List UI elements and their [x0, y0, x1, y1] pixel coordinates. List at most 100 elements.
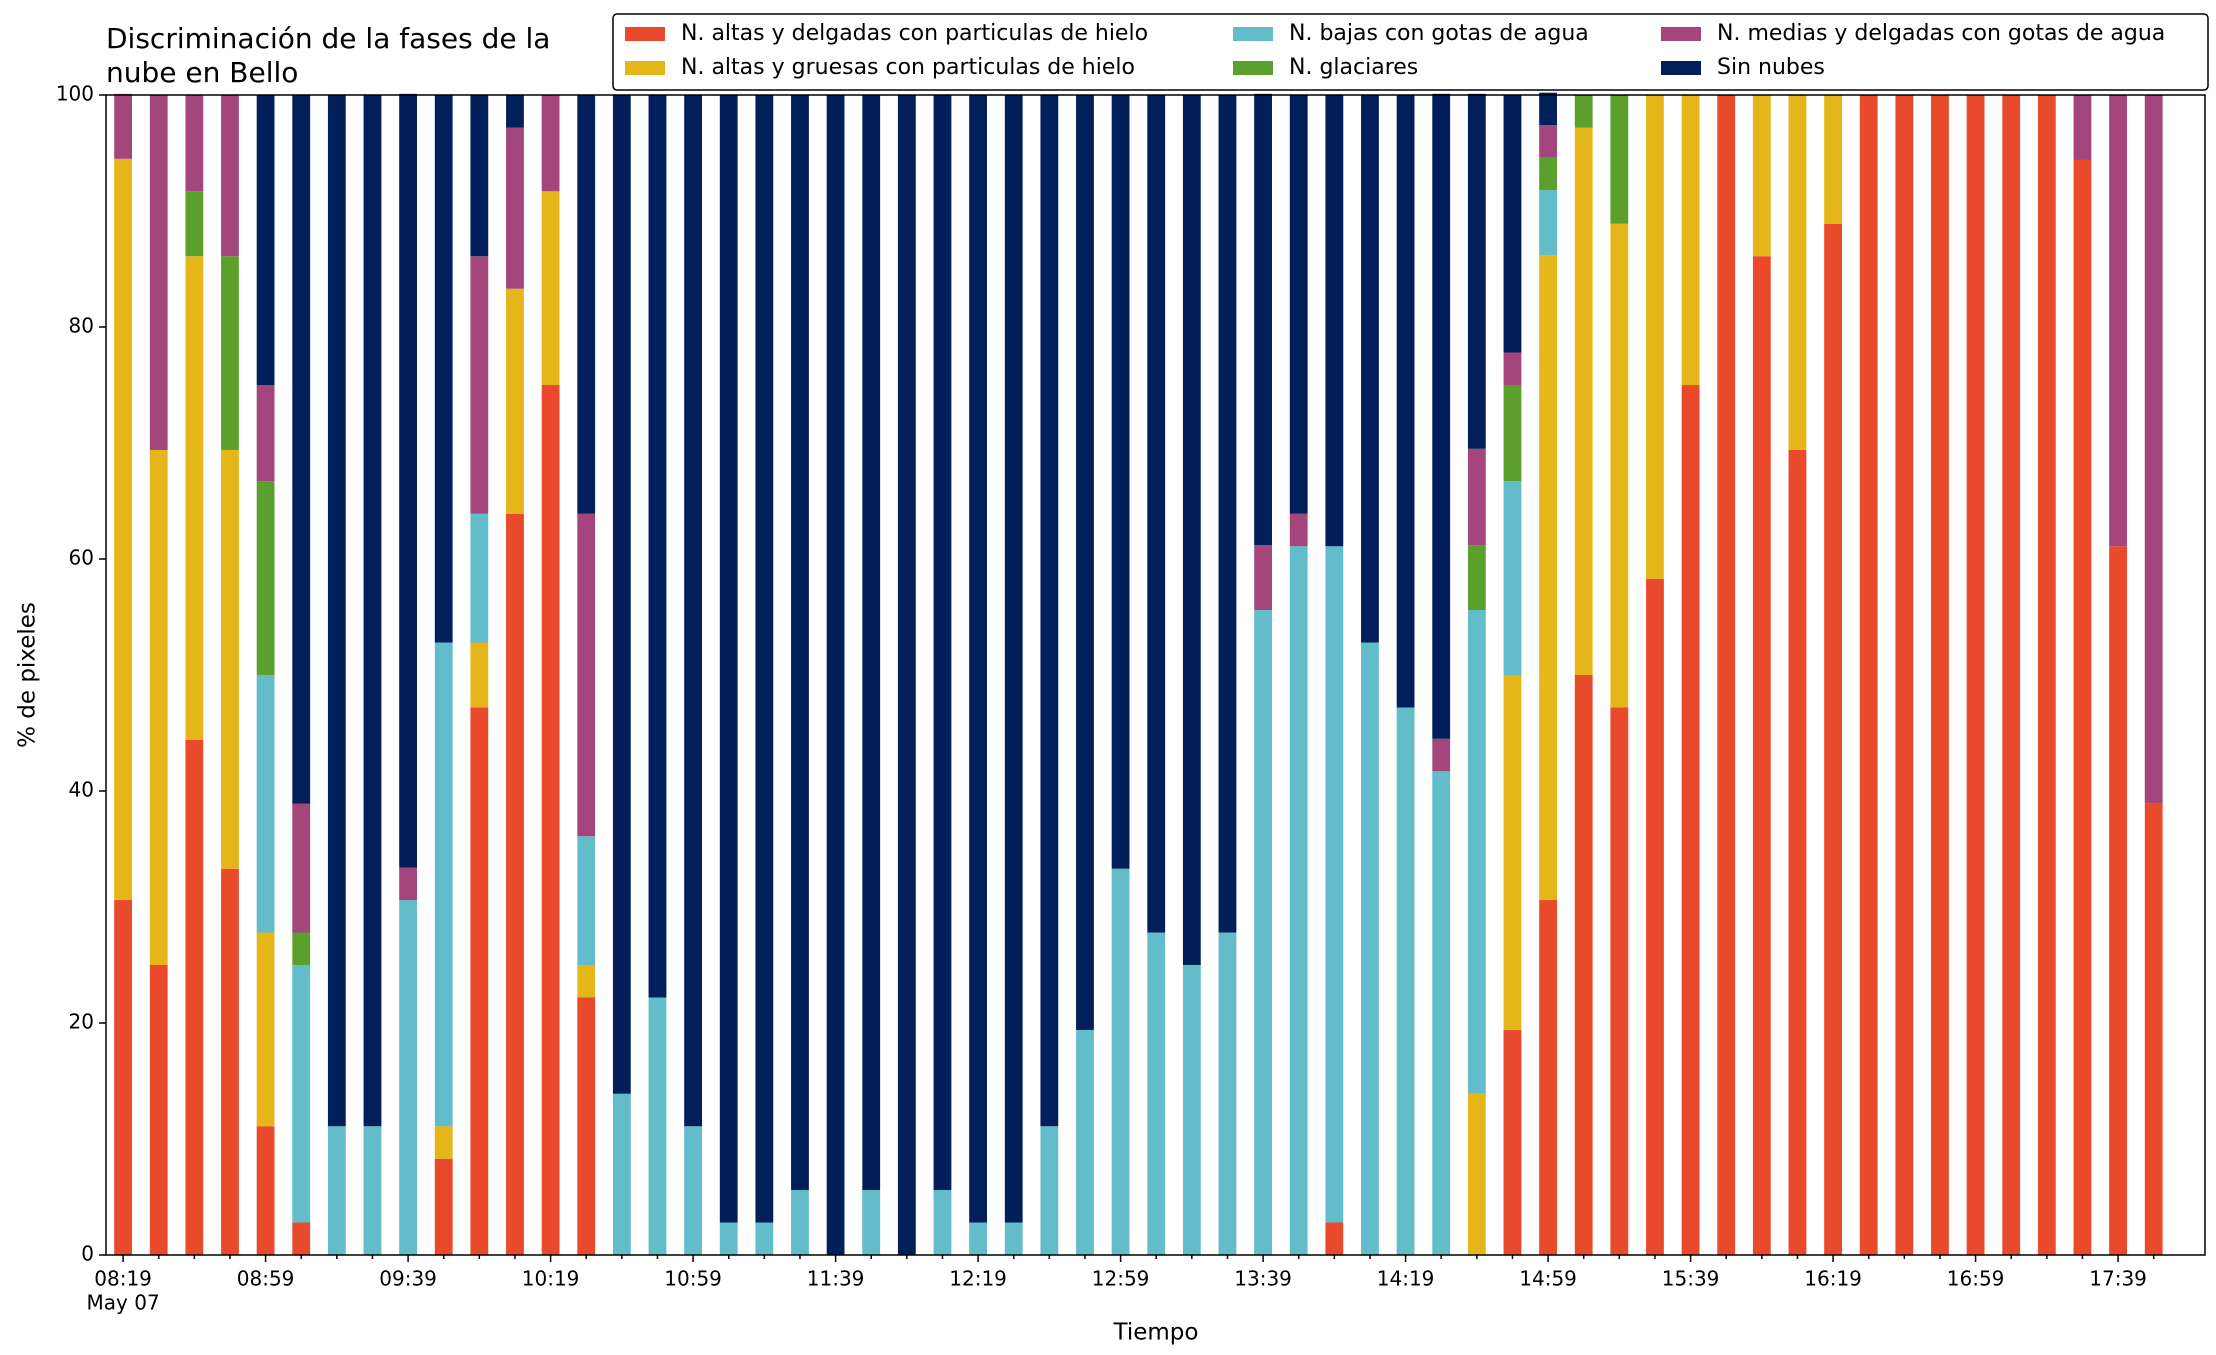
- chart-title: nube en Bello: [106, 56, 298, 89]
- bar-segment: [114, 93, 133, 159]
- bar-segment: [1325, 546, 1344, 1223]
- legend-text: N. bajas con gotas de agua: [1289, 21, 1589, 46]
- bar-segment: [470, 256, 489, 514]
- bar-segment: [933, 1190, 952, 1255]
- bar-segment: [1539, 190, 1557, 256]
- bar-segment: [256, 481, 275, 675]
- bar-segment: [2109, 95, 2127, 547]
- x-tick-label: 08:19: [94, 1267, 152, 1291]
- legend-swatch: [1233, 61, 1273, 75]
- bar-segment: [292, 965, 311, 1223]
- bar-segment: [256, 385, 275, 482]
- bar-segment: [1503, 1029, 1522, 1255]
- bar-segment: [1432, 738, 1451, 772]
- bar-segment: [470, 513, 489, 643]
- legend-swatch: [1661, 61, 1701, 75]
- bar-segment: [221, 449, 239, 869]
- bar-segment: [1539, 157, 1557, 191]
- bar-segment: [2073, 95, 2092, 160]
- x-tick-label: 11:39: [807, 1267, 865, 1291]
- bar-segment: [292, 803, 311, 933]
- bar-segment: [577, 997, 596, 1255]
- bar-segment: [1467, 448, 1486, 546]
- x-date-label: May 07: [87, 1291, 160, 1315]
- bar-segment: [221, 95, 239, 257]
- bar-segment: [292, 932, 311, 965]
- bar-segment: [2037, 95, 2056, 1255]
- bar-segment: [897, 95, 916, 1255]
- bar-segment: [648, 95, 667, 998]
- bar-segment: [256, 1126, 275, 1255]
- bar-segment: [791, 95, 809, 1191]
- bar-segment: [862, 95, 881, 1191]
- bar-segment: [363, 1126, 382, 1255]
- bar-segment: [327, 1126, 346, 1255]
- x-tick-label: 13:39: [1234, 1267, 1292, 1291]
- legend-text: N. glaciares: [1289, 55, 1418, 80]
- legend-swatch: [1233, 27, 1273, 41]
- bar-segment: [149, 95, 168, 450]
- bar-segment: [1289, 546, 1308, 1255]
- bar-segment: [541, 95, 560, 192]
- bar-segment: [1076, 95, 1094, 1030]
- bar-segment: [1325, 95, 1344, 547]
- bar-segment: [1396, 95, 1415, 708]
- bar-segment: [1289, 95, 1308, 514]
- bar-segment: [399, 93, 418, 868]
- bar-segment: [1503, 352, 1522, 385]
- bar-segment: [2073, 159, 2092, 1256]
- bar-segment: [1004, 95, 1023, 1223]
- bar-segment: [541, 385, 560, 1255]
- bar-segment: [1717, 95, 1736, 1255]
- legend-text: N. altas y gruesas con particulas de hie…: [681, 55, 1135, 80]
- bar-segment: [434, 1158, 453, 1255]
- bar-segment: [1040, 1126, 1059, 1255]
- bar-segment: [1610, 707, 1629, 1255]
- bar-segment: [1396, 707, 1415, 1255]
- bar-segment: [1218, 932, 1237, 1255]
- bar-segment: [1361, 642, 1379, 1255]
- bar-segment: [149, 965, 168, 1255]
- bar-segment: [1574, 95, 1593, 128]
- bar-segment: [1467, 545, 1486, 611]
- bar-segment: [1432, 771, 1451, 1255]
- bar-segment: [185, 191, 204, 257]
- y-tick-label: 100: [56, 82, 94, 106]
- bar-segment: [862, 1190, 881, 1255]
- legend-box: [612, 13, 2209, 91]
- x-tick-label: 12:19: [949, 1267, 1007, 1291]
- bar-segment: [399, 900, 418, 1255]
- bar-segment: [1432, 93, 1451, 739]
- bar-segment: [292, 95, 311, 804]
- bar-segment: [1574, 127, 1593, 676]
- x-tick-label: 12:59: [1092, 1267, 1150, 1291]
- bar-segment: [1610, 223, 1629, 708]
- bar-segment: [149, 449, 168, 966]
- bar-segment: [969, 95, 987, 1223]
- bar-segment: [1681, 95, 1700, 385]
- bar-segment: [1966, 95, 1985, 1255]
- bar-segment: [755, 95, 774, 1223]
- bar-segment: [1254, 545, 1272, 611]
- bar-segment: [1503, 385, 1522, 482]
- y-tick-label: 0: [81, 1242, 94, 1266]
- bar-segment: [292, 1222, 311, 1255]
- x-axis-label: Tiempo: [1113, 1320, 1199, 1346]
- x-tick-label: 10:19: [522, 1267, 580, 1291]
- bar-segment: [1147, 932, 1166, 1255]
- bar-segment: [256, 932, 275, 1127]
- x-tick-label: 16:59: [1947, 1267, 2005, 1291]
- bar-segment: [2144, 803, 2163, 1255]
- y-tick-label: 40: [69, 778, 94, 802]
- bar-segment: [1895, 95, 1914, 1255]
- bar-segment: [1040, 95, 1059, 1127]
- bar-segment: [684, 1126, 702, 1255]
- x-tick-label: 14:19: [1377, 1267, 1435, 1291]
- bar-segment: [1824, 95, 1842, 224]
- x-tick-label: 16:19: [1804, 1267, 1862, 1291]
- bar-segment: [256, 675, 275, 933]
- y-tick-label: 60: [69, 546, 94, 570]
- bar-segment: [1182, 95, 1201, 965]
- bar-segment: [1325, 1222, 1344, 1255]
